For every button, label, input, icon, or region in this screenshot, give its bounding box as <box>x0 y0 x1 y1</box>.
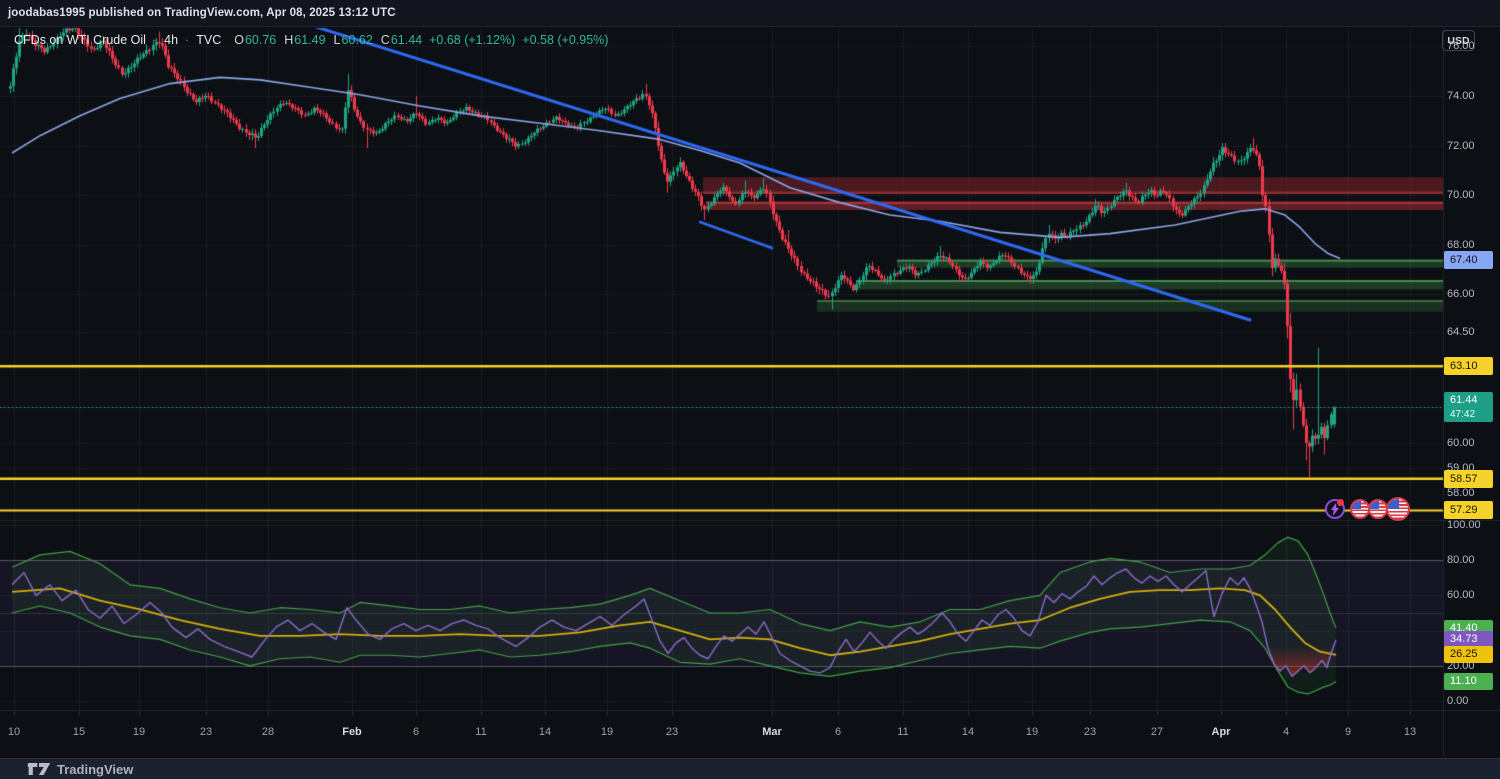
close-value: 61.44 <box>390 33 423 47</box>
high-label: H <box>284 33 294 47</box>
tradingview-brand-text[interactable]: TradingView <box>57 761 134 777</box>
top-bar: joodabas1995 published on TradingView.co… <box>0 0 1500 27</box>
symbol-title[interactable]: CFDs on WTI Crude Oil <box>14 33 146 47</box>
publish-info: joodabas1995 published on TradingView.co… <box>8 7 396 19</box>
ohlc-values: O60.76 H61.49 L60.62 C61.44 <box>234 33 422 47</box>
legend-separator: · <box>185 33 190 47</box>
bottom-bar: TradingView <box>0 758 1500 779</box>
symbol-legend[interactable]: CFDs on WTI Crude Oil · 4h · TVC O60.76 … <box>14 33 608 47</box>
open-value: 60.76 <box>244 33 277 47</box>
us-economic-event-icon[interactable] <box>1368 499 1388 519</box>
us-economic-event-icon[interactable] <box>1386 497 1410 521</box>
tradingview-logo-icon[interactable] <box>27 762 51 776</box>
change-percent-value: +0.58 (+0.95%) <box>522 33 609 47</box>
currency-button[interactable]: USD <box>1442 30 1475 51</box>
change-value: +0.68 (+1.12%) <box>429 33 516 47</box>
low-label: L <box>333 33 341 47</box>
high-value: 61.49 <box>294 33 326 47</box>
economic-event-flash-icon[interactable] <box>1325 499 1345 519</box>
us-economic-event-icon[interactable] <box>1350 499 1370 519</box>
exchange-label: TVC <box>196 33 222 47</box>
close-label: C <box>380 33 390 47</box>
open-label: O <box>234 33 244 47</box>
low-value: 60.62 <box>341 33 373 47</box>
interval-label[interactable]: 4h <box>164 33 179 47</box>
legend-separator: · <box>152 33 158 47</box>
